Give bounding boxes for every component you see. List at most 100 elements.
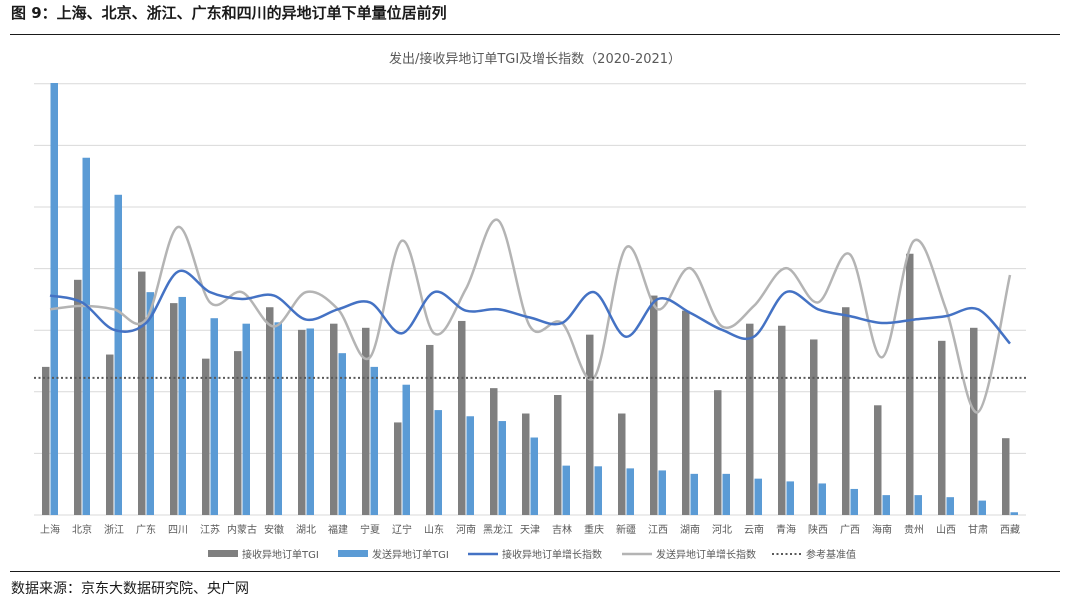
- bar-receive-tgi: [234, 351, 242, 515]
- x-tick-label: 河北: [712, 524, 732, 536]
- bar-send-tgi: [786, 481, 794, 515]
- x-tick-label: 重庆: [584, 523, 604, 536]
- x-tick-label: 陕西: [808, 523, 828, 536]
- x-tick-label: 青海: [776, 523, 796, 536]
- bar-send-tgi: [978, 500, 986, 515]
- bar-receive-tgi: [714, 390, 722, 515]
- x-tick-label: 安徽: [264, 523, 284, 536]
- chart-title: 发出/接收异地订单TGI及增长指数（2020-2021）: [388, 52, 682, 67]
- bar-send-tgi: [1010, 512, 1018, 515]
- x-tick-label: 广东: [136, 523, 156, 536]
- bar-receive-tgi: [842, 307, 850, 515]
- x-tick-label: 黑龙江: [483, 523, 513, 536]
- bar-receive-tgi: [298, 329, 306, 515]
- x-tick-label: 河南: [456, 523, 476, 536]
- x-tick-label: 湖南: [680, 523, 700, 536]
- source-note: 数据来源：京东大数据研究院、央广网: [11, 581, 249, 597]
- x-tick-label: 上海: [40, 523, 60, 536]
- bar-receive-tgi: [522, 413, 530, 515]
- bar-send-tgi: [658, 470, 666, 515]
- x-tick-label: 甘肃: [968, 523, 988, 536]
- bar-receive-tgi: [810, 339, 818, 515]
- bar-send-tgi: [370, 366, 378, 515]
- legend-label: 发送异地订单增长指数: [656, 548, 756, 561]
- bar-receive-tgi: [682, 310, 690, 515]
- x-tick-label: 天津: [520, 524, 540, 536]
- bar-send-tgi: [594, 466, 602, 515]
- x-tick-label: 贵州: [904, 523, 924, 536]
- x-tick-label: 吉林: [552, 523, 572, 536]
- bar-receive-tgi: [586, 334, 594, 515]
- bar-receive-tgi: [170, 303, 178, 515]
- legend-label: 接收异地订单增长指数: [502, 548, 602, 561]
- bar-receive-tgi: [906, 253, 914, 515]
- bar-send-tgi: [882, 495, 890, 515]
- bar-send-tgi: [434, 410, 442, 515]
- bar-receive-tgi: [330, 323, 338, 515]
- bar-receive-tgi: [778, 325, 786, 515]
- bar-receive-tgi: [266, 307, 274, 515]
- bar-receive-tgi: [362, 327, 370, 515]
- x-tick-label: 广西: [840, 524, 860, 536]
- bar-send-tgi: [498, 421, 506, 515]
- x-tick-label: 云南: [744, 523, 764, 536]
- bar-send-tgi: [114, 194, 122, 515]
- legend-label: 发送异地订单TGI: [372, 548, 449, 561]
- bar-send-tgi: [178, 296, 186, 515]
- x-tick-label: 北京: [72, 523, 92, 536]
- bar-send-tgi: [626, 468, 634, 515]
- line-receive-growth: [49, 269, 1011, 345]
- x-tick-label: 浙江: [104, 524, 124, 536]
- bar-send-tgi: [562, 465, 570, 515]
- x-tick-label: 江西: [648, 524, 668, 536]
- x-tick-label: 新疆: [616, 523, 636, 536]
- x-tick-label: 海南: [872, 523, 892, 536]
- x-tick-label: 山西: [936, 524, 956, 536]
- bar-receive-tgi: [970, 327, 978, 515]
- bar-send-tgi: [946, 497, 954, 515]
- bar-receive-tgi: [458, 320, 466, 515]
- bar-receive-tgi: [138, 271, 146, 515]
- figure-title: 图 9：上海、北京、浙江、广东和四川的异地订单下单量位居前列: [11, 4, 447, 22]
- bar-send-tgi: [210, 318, 218, 515]
- bar-receive-tgi: [74, 279, 82, 515]
- bar-receive-tgi: [42, 366, 50, 515]
- x-tick-label: 山东: [424, 523, 444, 536]
- bottom-rule: [10, 571, 1060, 572]
- bar-receive-tgi: [746, 323, 754, 515]
- bar-receive-tgi: [874, 405, 882, 515]
- bar-receive-tgi: [490, 388, 498, 515]
- bar-send-tgi: [402, 384, 410, 515]
- bar-send-tgi: [850, 488, 858, 515]
- bar-send-tgi: [146, 292, 154, 515]
- legend-label: 接收异地订单TGI: [242, 548, 319, 561]
- bar-receive-tgi: [554, 395, 562, 515]
- line-send-growth: [49, 218, 1012, 414]
- bar-send-tgi: [818, 483, 826, 515]
- bar-send-tgi: [274, 322, 282, 515]
- bar-send-tgi: [690, 473, 698, 515]
- x-tick-label: 湖北: [296, 524, 316, 536]
- bar-send-tgi: [530, 437, 538, 515]
- legend-label: 参考基准值: [806, 548, 856, 561]
- bar-receive-tgi: [618, 413, 626, 515]
- bar-send-tgi: [306, 328, 314, 515]
- bar-send-tgi: [754, 478, 762, 515]
- bar-receive-tgi: [426, 344, 434, 515]
- bar-send-tgi: [82, 157, 90, 515]
- bar-receive-tgi: [938, 340, 946, 515]
- bar-send-tgi: [466, 416, 474, 515]
- chart-svg: 上海 北京 浙江 广东 四川 江苏 内蒙古 安徽 湖北 福建 宁夏 辽宁 山东 河南 黑龙江 天津 吉林 重庆 新疆…: [34, 83, 1026, 561]
- bar-receive-tgi: [106, 354, 114, 515]
- bar-receive-tgi: [394, 422, 402, 515]
- bar-send-tgi: [242, 323, 250, 515]
- bar-send-tgi: [338, 353, 346, 515]
- x-tick-label: 西藏: [1000, 524, 1020, 536]
- bar-receive-tgi: [202, 358, 210, 515]
- x-tick-label: 四川: [168, 525, 188, 536]
- legend-swatch: [338, 550, 368, 557]
- bar-receive-tgi: [1002, 438, 1010, 515]
- bar-receive-tgi: [650, 295, 658, 515]
- bar-send-tgi: [50, 83, 58, 515]
- x-tick-label: 宁夏: [360, 523, 380, 536]
